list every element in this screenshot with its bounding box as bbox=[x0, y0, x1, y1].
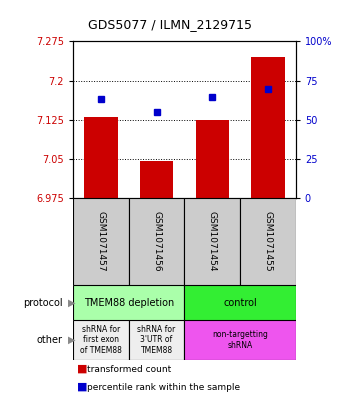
Text: non-targetting
shRNA: non-targetting shRNA bbox=[212, 330, 268, 350]
Text: control: control bbox=[223, 298, 257, 308]
Bar bbox=[129, 320, 185, 360]
Text: protocol: protocol bbox=[23, 298, 63, 308]
Text: ▶: ▶ bbox=[68, 298, 75, 308]
Text: GDS5077 / ILMN_2129715: GDS5077 / ILMN_2129715 bbox=[88, 18, 252, 31]
Bar bbox=[84, 117, 118, 198]
Bar bbox=[129, 198, 185, 285]
Bar bbox=[140, 161, 173, 198]
Text: GSM1071455: GSM1071455 bbox=[264, 211, 272, 272]
Text: GSM1071456: GSM1071456 bbox=[152, 211, 161, 272]
Bar bbox=[184, 285, 296, 320]
Text: shRNA for
first exon
of TMEM88: shRNA for first exon of TMEM88 bbox=[80, 325, 122, 355]
Text: TMEM88 depletion: TMEM88 depletion bbox=[84, 298, 174, 308]
Text: percentile rank within the sample: percentile rank within the sample bbox=[87, 383, 240, 392]
Bar bbox=[240, 198, 296, 285]
Bar bbox=[195, 120, 229, 198]
Bar bbox=[184, 198, 240, 285]
Bar bbox=[73, 285, 184, 320]
Bar bbox=[184, 320, 296, 360]
Text: GSM1071454: GSM1071454 bbox=[208, 211, 217, 272]
Text: ▶: ▶ bbox=[68, 335, 75, 345]
Bar bbox=[73, 320, 129, 360]
Text: transformed count: transformed count bbox=[87, 365, 172, 375]
Text: ■: ■ bbox=[76, 381, 87, 391]
Text: ■: ■ bbox=[76, 364, 87, 373]
Text: other: other bbox=[37, 335, 63, 345]
Bar bbox=[73, 198, 129, 285]
Bar bbox=[251, 57, 285, 198]
Text: shRNA for
3'UTR of
TMEM88: shRNA for 3'UTR of TMEM88 bbox=[137, 325, 176, 355]
Text: GSM1071457: GSM1071457 bbox=[97, 211, 105, 272]
